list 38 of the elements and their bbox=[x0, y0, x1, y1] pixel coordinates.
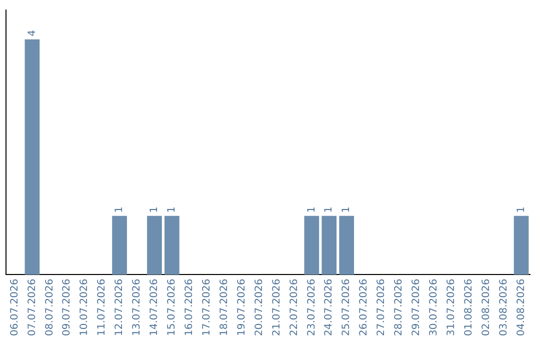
x-tick-label: 25.07.2026 bbox=[341, 278, 352, 336]
x-tick-label: 18.07.2026 bbox=[218, 278, 230, 336]
x-tick-label: 27.07.2026 bbox=[376, 278, 388, 336]
x-tick-label: 07.07.2026 bbox=[26, 278, 38, 336]
x-tick-label: 19.07.2026 bbox=[236, 278, 248, 336]
x-tick-label: 09.07.2026 bbox=[62, 278, 73, 336]
data-label: 1 bbox=[324, 206, 335, 213]
x-tick-label: 16.07.2026 bbox=[184, 278, 195, 336]
data-label: 1 bbox=[341, 206, 352, 213]
x-tick-label: 17.07.2026 bbox=[201, 278, 212, 336]
x-tick-label: 01.08.2026 bbox=[463, 278, 474, 336]
x-tick-label: 12.07.2026 bbox=[114, 278, 126, 336]
x-tick-label: 22.07.2026 bbox=[288, 278, 300, 336]
x-tick-label: 24.07.2026 bbox=[324, 278, 335, 336]
x-tick-label: 03.08.2026 bbox=[498, 278, 510, 336]
data-label: 1 bbox=[149, 206, 160, 213]
x-tick-label: 14.07.2026 bbox=[149, 278, 160, 336]
x-tick-label: 11.07.2026 bbox=[96, 278, 108, 336]
x-tick-label: 08.07.2026 bbox=[44, 278, 56, 336]
x-tick-label: 28.07.2026 bbox=[394, 278, 405, 336]
x-tick-label: 23.07.2026 bbox=[306, 278, 318, 336]
x-tick-label: 10.07.2026 bbox=[79, 278, 90, 336]
data-label: 4 bbox=[26, 30, 38, 36]
x-tick-label: 02.08.2026 bbox=[480, 278, 492, 336]
x-tick-label: 30.07.2026 bbox=[428, 278, 440, 336]
x-tick-label: 31.07.2026 bbox=[446, 278, 457, 336]
x-tick-label: 13.07.2026 bbox=[132, 278, 143, 336]
data-label: 1 bbox=[306, 206, 318, 213]
x-tick-label: 29.07.2026 bbox=[411, 278, 422, 336]
data-label: 1 bbox=[166, 206, 178, 213]
x-tick-label: 15.07.2026 bbox=[166, 278, 178, 336]
x-tick-label: 26.07.2026 bbox=[358, 278, 370, 336]
x-tick-label: 21.07.2026 bbox=[271, 278, 282, 336]
data-label: 1 bbox=[516, 206, 527, 213]
x-tick-label: 04.08.2026 bbox=[516, 278, 527, 336]
x-tick-label: 06.07.2026 bbox=[9, 278, 20, 336]
data-label: 1 bbox=[114, 206, 126, 213]
x-tick-label: 20.07.2026 bbox=[254, 278, 265, 336]
